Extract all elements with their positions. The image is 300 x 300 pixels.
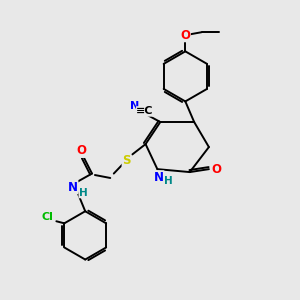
Text: H: H xyxy=(79,188,88,198)
Text: N: N xyxy=(130,101,139,111)
Text: O: O xyxy=(180,29,190,42)
Text: S: S xyxy=(122,154,131,167)
Text: O: O xyxy=(211,163,221,176)
Text: ≡C: ≡C xyxy=(136,106,154,116)
Text: Cl: Cl xyxy=(42,212,53,222)
Text: H: H xyxy=(164,176,173,186)
Text: O: O xyxy=(76,144,86,158)
Text: N: N xyxy=(154,171,164,184)
Text: N: N xyxy=(68,181,78,194)
